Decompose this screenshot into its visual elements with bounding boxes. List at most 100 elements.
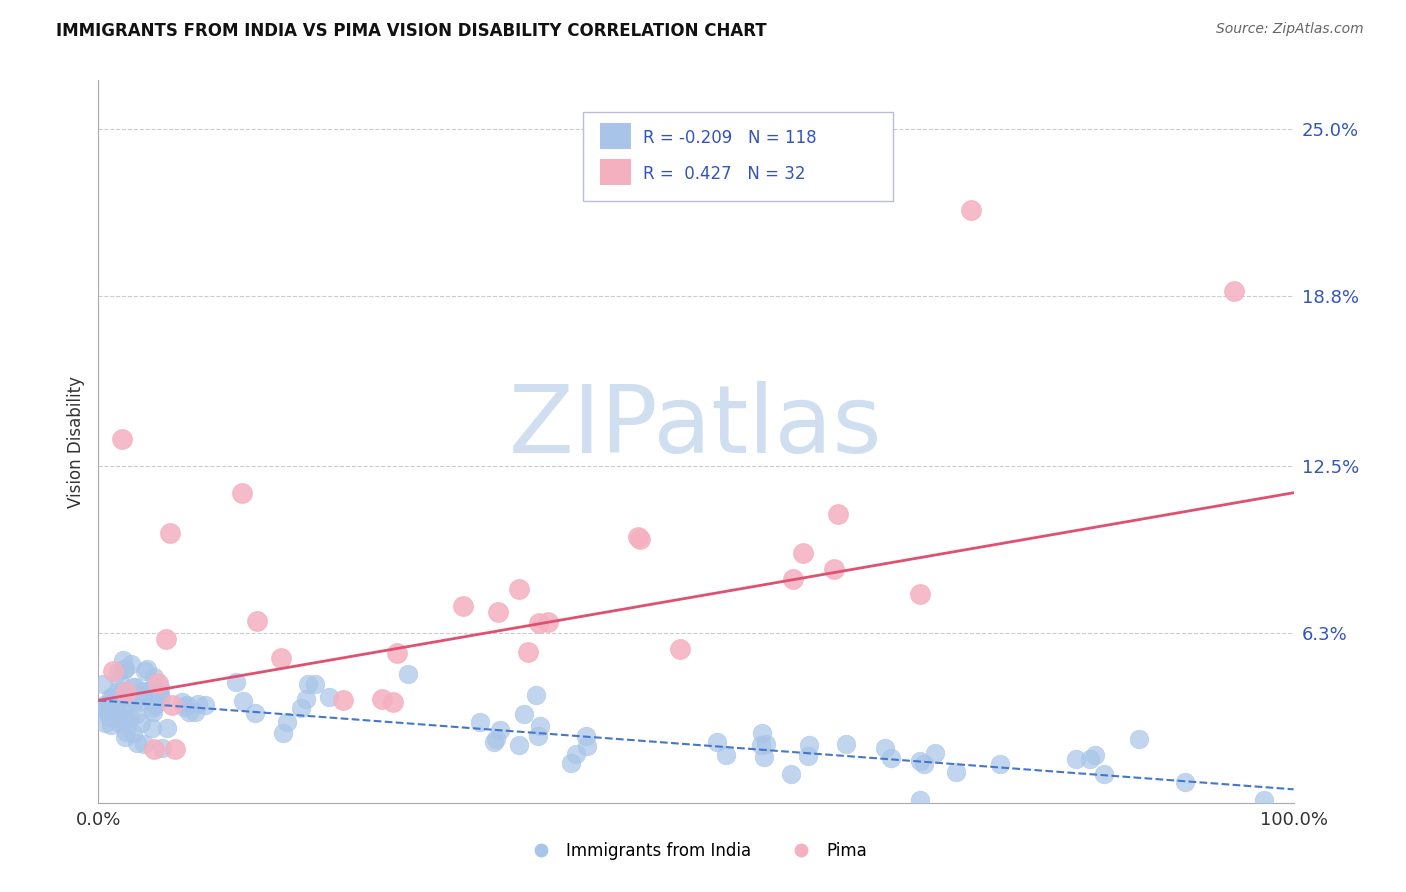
Point (141, 682, 163, 697)
Point (508, 738, 530, 752)
Point (142, 670, 165, 684)
Point (628, 532, 651, 546)
Point (526, 688, 548, 702)
Point (396, 666, 419, 681)
Point (141, 721, 163, 735)
Point (880, 751, 903, 765)
Point (112, 695, 135, 709)
Text: R =  0.427   N = 32: R = 0.427 N = 32 (643, 165, 806, 183)
Point (101, 691, 124, 706)
Point (91, 699, 114, 714)
Point (187, 697, 209, 711)
Point (93, 715, 115, 730)
Point (115, 724, 138, 739)
Point (97, 710, 120, 724)
Point (114, 706, 136, 721)
Point (143, 742, 166, 756)
Point (517, 645, 540, 659)
Point (194, 698, 217, 712)
Point (486, 605, 509, 619)
Point (120, 657, 142, 671)
Point (114, 688, 136, 702)
Point (270, 651, 292, 665)
Point (706, 735, 728, 749)
Point (132, 685, 155, 699)
Point (1064, 751, 1087, 765)
Point (159, 526, 181, 541)
Point (135, 662, 157, 676)
Point (156, 721, 179, 735)
Point (118, 711, 141, 725)
Point (575, 729, 598, 743)
Point (371, 692, 394, 706)
Point (782, 572, 804, 586)
Point (146, 676, 169, 690)
Point (97, 700, 120, 714)
Point (271, 725, 294, 739)
Point (172, 695, 194, 709)
Point (488, 723, 510, 737)
Point (1223, 284, 1246, 298)
Point (134, 664, 156, 678)
Point (183, 705, 205, 719)
Point (148, 688, 170, 702)
Point (122, 726, 145, 740)
Point (912, 756, 935, 771)
Point (529, 615, 551, 630)
Point (129, 715, 152, 730)
Point (101, 664, 124, 678)
Point (988, 756, 1011, 771)
Text: R = -0.209   N = 118: R = -0.209 N = 118 (643, 129, 815, 147)
Point (1174, 774, 1197, 789)
Point (121, 689, 143, 703)
Point (297, 677, 319, 691)
Point (290, 701, 312, 715)
Point (669, 642, 692, 657)
Point (508, 582, 530, 596)
Point (924, 746, 946, 760)
Point (132, 737, 155, 751)
Point (112, 662, 135, 676)
Point (155, 632, 177, 646)
Point (529, 719, 551, 733)
Point (751, 738, 773, 752)
Point (385, 646, 408, 660)
Point (482, 734, 505, 748)
Point (105, 702, 128, 716)
Point (114, 730, 136, 744)
Point (125, 736, 148, 750)
Point (908, 793, 931, 807)
Point (108, 716, 131, 731)
Point (225, 675, 247, 690)
Point (792, 546, 814, 560)
Point (121, 681, 143, 695)
Point (751, 726, 773, 740)
Point (131, 684, 153, 698)
Point (332, 693, 354, 707)
Point (755, 737, 778, 751)
Point (780, 767, 803, 781)
Point (304, 676, 326, 690)
Point (1092, 767, 1115, 781)
Point (796, 748, 818, 763)
Point (128, 694, 150, 708)
Point (827, 507, 849, 521)
Point (100, 718, 122, 732)
Point (231, 485, 253, 500)
Point (134, 684, 156, 698)
Legend: Immigrants from India, Pima: Immigrants from India, Pima (517, 836, 875, 867)
Point (145, 698, 167, 712)
Point (908, 754, 931, 768)
Point (152, 741, 174, 756)
Point (149, 680, 172, 694)
Point (177, 706, 200, 720)
Point (1084, 748, 1107, 763)
Point (537, 615, 560, 629)
Point (232, 694, 254, 708)
Point (875, 740, 897, 755)
Point (105, 685, 128, 699)
Point (627, 530, 650, 544)
Text: ZIPatlas: ZIPatlas (509, 381, 883, 473)
Point (103, 694, 125, 708)
Point (163, 742, 186, 756)
